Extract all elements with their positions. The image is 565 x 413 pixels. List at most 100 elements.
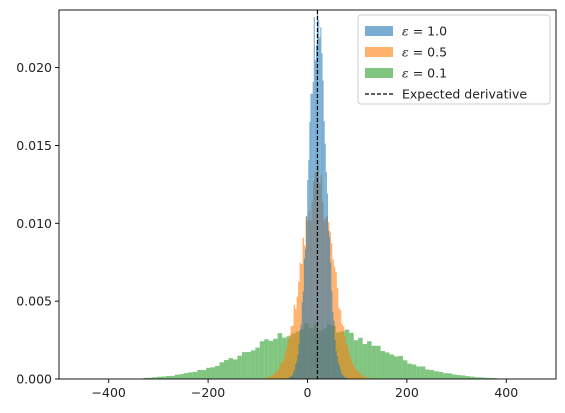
- histogram-bar: [342, 374, 344, 379]
- y-tick-label: 0.010: [16, 216, 52, 231]
- histogram-bar: [324, 143, 326, 379]
- histogram-bar: [380, 351, 386, 379]
- histogram-bar: [273, 338, 278, 379]
- histogram-bar: [250, 350, 256, 379]
- histogram-bar: [255, 347, 260, 379]
- legend-swatch: [365, 26, 393, 36]
- histogram-bar: [323, 121, 325, 379]
- histogram-bar: [429, 370, 435, 379]
- histogram-bar: [344, 336, 346, 379]
- histogram-bar: [179, 374, 184, 379]
- histogram-bar: [315, 45, 318, 379]
- histogram-bar: [371, 345, 377, 379]
- y-tick-label: 0.005: [16, 294, 52, 309]
- histogram-bar: [143, 377, 148, 379]
- histogram-bar: [265, 377, 267, 379]
- histogram-bar: [456, 375, 462, 379]
- histogram-bar: [269, 376, 272, 379]
- histogram-bar: [313, 17, 315, 379]
- histogram-bar: [305, 249, 307, 379]
- histogram-bar: [416, 366, 421, 379]
- x-axis-ticks: −400 −200 0 200 400: [92, 379, 518, 400]
- histogram-bar: [332, 311, 334, 379]
- histogram-bar: [246, 352, 251, 379]
- histogram-bar: [338, 308, 340, 379]
- histogram-bar: [329, 237, 331, 379]
- histogram-bar: [362, 344, 368, 379]
- histogram-bar: [461, 375, 466, 379]
- histogram-bar: [287, 339, 290, 379]
- histogram-bar: [335, 272, 337, 379]
- histogram-bar: [334, 339, 336, 379]
- histogram-bar: [376, 345, 381, 379]
- histogram-bar: [349, 332, 354, 379]
- legend-box: [357, 14, 551, 105]
- histogram-bar: [290, 376, 292, 379]
- x-tick-label: 200: [395, 385, 419, 400]
- histogram-bar: [338, 365, 340, 379]
- histogram-bar: [277, 370, 279, 379]
- histogram-bar: [228, 358, 233, 379]
- histogram-bar: [183, 373, 189, 379]
- histogram-bar: [288, 377, 290, 379]
- histogram-bar: [385, 352, 390, 379]
- histogram-bar: [487, 377, 493, 379]
- histogram-bar: [322, 80, 324, 379]
- histogram-bar: [407, 363, 412, 379]
- histogram-bar: [367, 341, 372, 379]
- histogram-bar: [306, 216, 308, 379]
- histogram-bar: [337, 362, 339, 379]
- histogram-bar: [358, 337, 363, 379]
- histogram-bar: [296, 296, 299, 379]
- histogram-bar: [281, 361, 284, 379]
- histogram-bar: [344, 377, 346, 379]
- histogram-bar: [298, 282, 300, 379]
- histogram-bar: [311, 93, 313, 379]
- histogram-bar: [336, 356, 338, 379]
- histogram-bar: [290, 326, 293, 379]
- histogram-bar: [333, 320, 335, 379]
- histogram-bar: [341, 373, 343, 379]
- histogram-bar: [296, 361, 298, 379]
- histogram-bar: [292, 325, 294, 379]
- histogram-bar: [318, 19, 320, 379]
- histogram-bar: [298, 344, 300, 379]
- histogram-bar: [280, 363, 282, 379]
- histogram-bar: [478, 377, 484, 379]
- histogram-bar: [363, 376, 366, 379]
- legend-label: ε = 0.1: [402, 66, 447, 81]
- histogram-bar: [310, 93, 312, 379]
- histogram-bar: [266, 377, 269, 379]
- histogram-bar: [339, 310, 342, 379]
- histogram-bar: [327, 230, 330, 379]
- histogram-bar: [474, 377, 479, 379]
- histogram-bar: [259, 341, 265, 379]
- histogram-bar: [342, 326, 345, 379]
- legend: ε = 1.0 ε = 0.5 ε = 0.1 Expected derivative: [357, 14, 551, 105]
- histogram-bar: [330, 262, 332, 379]
- histogram-bar: [350, 358, 352, 379]
- histogram-bar: [302, 291, 304, 379]
- histogram-bar: [286, 347, 288, 379]
- legend-label: Expected derivative: [402, 87, 527, 102]
- histogram-bar: [292, 371, 295, 379]
- histogram-bar: [289, 376, 291, 379]
- histogram-bar: [465, 376, 471, 379]
- histogram-bar: [201, 369, 207, 379]
- histogram-bar: [277, 333, 283, 379]
- histogram-bar: [272, 374, 275, 379]
- histogram-bar: [268, 377, 270, 379]
- histogram-bar: [356, 370, 358, 379]
- histogram-bar: [331, 290, 333, 379]
- histogram-bar: [295, 364, 297, 379]
- histogram-bar: [299, 262, 302, 379]
- histogram-bar: [156, 376, 162, 379]
- histogram-bar: [353, 365, 355, 379]
- histogram-bar: [295, 308, 297, 379]
- histogram-bar: [321, 53, 323, 379]
- histogram-bar: [294, 369, 296, 379]
- histogram-bar: [345, 343, 348, 379]
- histogram-bar: [299, 329, 301, 379]
- histogram-bar: [152, 377, 157, 379]
- histogram-bar: [289, 335, 291, 379]
